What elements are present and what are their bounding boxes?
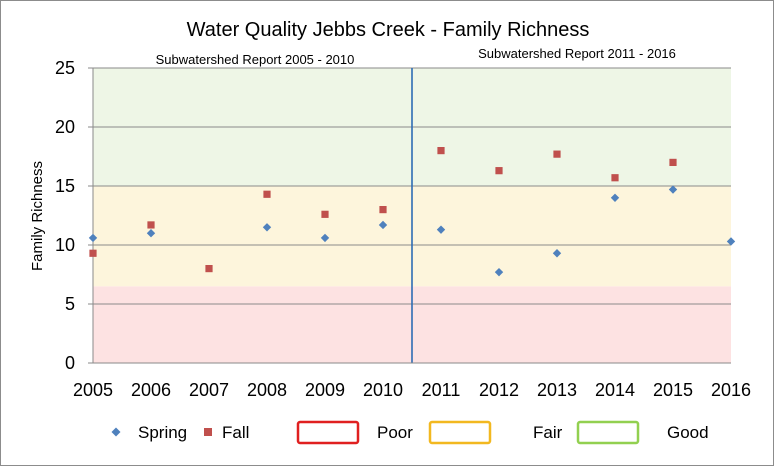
y-tick-label: 20 — [55, 117, 75, 137]
legend-fair-label: Fair — [533, 423, 563, 442]
x-tick-label: 2013 — [537, 380, 577, 400]
fall-point — [553, 150, 561, 158]
legend-fall-marker — [204, 428, 212, 436]
y-tick-labels: 0 5 10 15 20 25 — [55, 58, 75, 373]
annotation-left-report: Subwatershed Report 2005 - 2010 — [156, 52, 355, 67]
spring-point — [436, 225, 446, 234]
chart-title: Water Quality Jebbs Creek - Family Richn… — [187, 19, 590, 41]
legend-poor-box — [296, 420, 360, 445]
y-tick-label: 5 — [65, 294, 75, 314]
spring-point — [262, 223, 272, 232]
x-tick-label: 2010 — [363, 380, 403, 400]
legend-poor-label: Poor — [377, 423, 413, 442]
x-tick-label: 2009 — [305, 380, 345, 400]
spring-point — [726, 237, 736, 246]
x-tick-label: 2008 — [247, 380, 287, 400]
y-tick-label: 15 — [55, 176, 75, 196]
legend-fall-label: Fall — [222, 423, 249, 442]
x-tick-label: 2016 — [711, 380, 751, 400]
spring-point — [610, 193, 620, 202]
annotation-right-report: Subwatershed Report 2011 - 2016 — [478, 46, 676, 61]
spring-point — [378, 220, 388, 230]
x-tick-label: 2011 — [422, 380, 461, 400]
fall-point — [611, 174, 619, 182]
axes — [88, 67, 731, 364]
y-tick-label: 0 — [65, 353, 75, 373]
legend: Spring Fall Poor Fair Good — [111, 420, 709, 445]
data-points — [88, 147, 736, 277]
legend-fair-box — [428, 420, 492, 445]
x-tick-label: 2015 — [653, 380, 693, 400]
fall-point — [89, 249, 97, 257]
spring-point — [88, 233, 98, 243]
y-tick-label: 25 — [55, 58, 75, 78]
legend-good-label: Good — [667, 423, 709, 442]
legend-spring-marker — [111, 427, 121, 437]
fall-point — [495, 167, 503, 175]
spring-point — [320, 233, 330, 243]
fall-point — [147, 221, 155, 229]
x-tick-labels: 2005 2006 2007 2008 2009 2010 2011 2012 2013 2014… — [73, 380, 751, 400]
fall-point — [263, 190, 271, 198]
fall-point — [205, 265, 213, 273]
x-tick-label: 2006 — [131, 380, 171, 400]
x-tick-label: 2005 — [73, 380, 113, 400]
fall-point — [669, 158, 677, 166]
legend-good-box — [576, 420, 640, 445]
y-tick-label: 10 — [55, 235, 75, 255]
y-axis-label: Family Richness — [29, 161, 46, 271]
fall-point — [379, 206, 387, 214]
x-tick-label: 2012 — [479, 380, 519, 400]
spring-point — [494, 267, 504, 277]
fall-point — [437, 147, 445, 155]
spring-point — [146, 229, 156, 238]
x-tick-label: 2014 — [595, 380, 635, 400]
spring-point — [552, 249, 562, 258]
legend-spring-label: Spring — [138, 423, 187, 442]
x-tick-label: 2007 — [189, 380, 229, 400]
spring-point — [668, 185, 678, 194]
fall-point — [321, 210, 329, 218]
